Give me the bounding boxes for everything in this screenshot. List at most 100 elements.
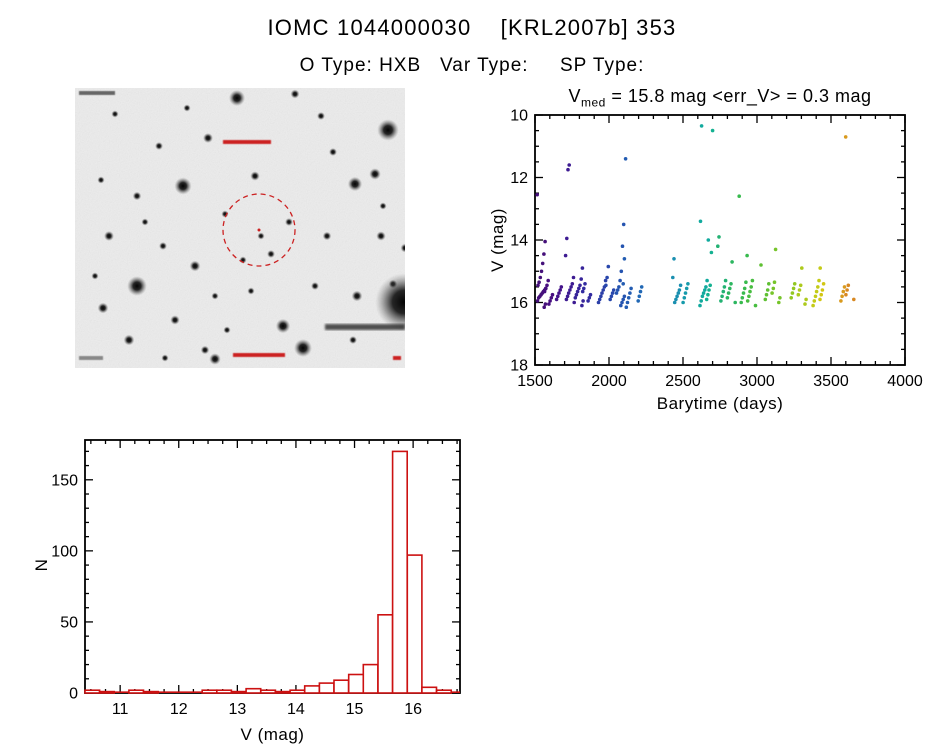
data-point [767,282,771,286]
data-point [748,289,752,294]
y-tick-label: 150 [51,472,78,489]
y-tick-label: 14 [510,233,528,250]
data-point [573,296,578,300]
data-point [683,291,688,295]
lightcurve-ylabel: V (mag) [488,208,507,272]
y-tick-label: 16 [510,295,528,312]
star [132,191,142,201]
histogram-bar [435,689,453,694]
data-point [740,296,745,300]
data-point [577,286,581,291]
data-point [586,299,590,303]
data-point [771,286,776,291]
data-point [686,282,690,286]
lightcurve-xlabel: Barytime (days) [656,394,784,413]
histogram-bar [333,679,350,694]
data-point [675,294,679,299]
data-point [726,291,731,295]
star [174,177,192,195]
data-point [744,280,748,284]
data-point [554,297,559,302]
data-point [536,283,540,288]
data-point [719,299,723,303]
annotation-mark [393,356,401,360]
data-point [706,238,711,242]
histogram-bar [391,450,409,694]
data-point [749,285,753,289]
star [351,290,363,302]
data-point [684,286,689,291]
data-point [759,263,763,267]
data-point [792,282,797,286]
data-point [546,278,550,283]
data-point [816,285,820,289]
page-title: IOMC 1044000030 [KRL2007b] 353 [267,15,677,40]
data-point [547,302,551,306]
x-tick-label: 3500 [813,373,849,390]
data-point [608,297,612,302]
data-point [605,275,609,280]
data-point [558,288,562,292]
star [376,231,386,241]
star [379,202,387,210]
data-point [599,294,603,299]
data-point [580,303,584,308]
bright-star-blob [375,273,405,331]
star-field [91,89,405,365]
annotation-mark [79,356,103,360]
data-point [681,300,685,305]
annotation-mark [233,353,285,357]
data-point [700,294,705,299]
data-point [698,303,702,308]
data-point [582,286,586,291]
data-point [821,282,826,286]
data-point [818,297,822,302]
data-point [563,253,568,258]
finder-chart-image [75,88,405,368]
lightcurve-points [535,124,856,309]
data-point [672,257,676,261]
data-point [638,289,643,294]
data-point [539,269,544,274]
data-point [803,302,807,306]
star [211,292,219,300]
histogram-bar [201,689,218,694]
histogram-bar [245,687,262,694]
data-point [839,299,843,303]
data-point [739,300,743,305]
x-tick-label: 13 [228,701,246,718]
data-point [745,253,749,258]
star [97,176,105,184]
data-point [620,300,624,305]
data-point [587,296,592,300]
data-point [628,291,632,295]
star [369,168,381,180]
histogram-bar [303,685,321,694]
data-point [704,297,709,302]
data-point [548,299,552,303]
lightcurve-title-rest: = 15.8 mag <err_V> = 0.3 mag [605,86,872,106]
source-marker [257,228,261,232]
histogram-bar [318,682,335,694]
data-point [578,283,582,288]
data-point [621,222,626,227]
data-point [798,283,803,288]
data-point [580,266,585,270]
histogram-bar [377,614,394,694]
histogram-bar [260,689,277,694]
histogram-bar [274,690,291,694]
lightcurve-plot: 1500 2000 2500 3000 3500 4000 10 12 14 16 18 [510,108,923,391]
data-point [750,278,755,283]
data-point [730,260,734,264]
source-aperture-circle [222,193,296,267]
data-point [583,282,587,286]
finder-noise [75,88,405,368]
data-point [542,289,547,294]
data-point [637,294,642,299]
data-point [639,285,644,289]
x-tick-label: 3000 [739,373,775,390]
data-point [800,266,804,270]
data-point [841,289,846,294]
data-point [564,297,569,302]
x-tick-label: 2000 [591,373,627,390]
